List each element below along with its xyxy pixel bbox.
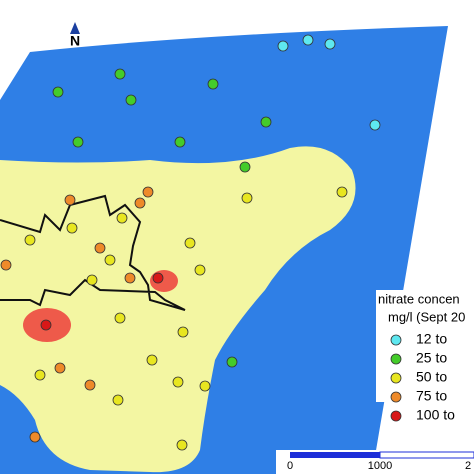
sample-point	[72, 136, 84, 148]
sample-point	[142, 186, 154, 198]
scale-label: 1000	[368, 460, 392, 472]
sample-point	[226, 356, 238, 368]
scale-label: 0	[287, 460, 293, 472]
sample-point	[324, 38, 336, 50]
sample-point	[52, 86, 64, 98]
sample-point	[104, 254, 116, 266]
legend-label: 75 to	[416, 388, 447, 404]
sample-point	[86, 274, 98, 286]
north-arrow	[70, 22, 80, 34]
sample-point	[134, 197, 146, 209]
legend-subtitle: mg/l (Sept 20	[388, 309, 465, 324]
sample-point	[241, 192, 253, 204]
sample-point	[124, 272, 136, 284]
scale-bar	[379, 451, 474, 459]
sample-point	[302, 34, 314, 46]
scale-bar	[290, 452, 380, 458]
sample-point	[84, 379, 96, 391]
sample-point	[24, 234, 36, 246]
sample-point	[152, 272, 164, 284]
legend-marker	[390, 410, 402, 422]
sample-point	[116, 212, 128, 224]
sample-point	[239, 161, 251, 173]
sample-point	[207, 78, 219, 90]
sample-point	[40, 319, 52, 331]
legend-label: 50 to	[416, 369, 447, 385]
legend-marker	[390, 353, 402, 365]
sample-point	[114, 68, 126, 80]
sample-point	[369, 119, 381, 131]
sample-point	[112, 394, 124, 406]
boundary	[0, 194, 186, 311]
sample-point	[174, 136, 186, 148]
sample-point	[177, 326, 189, 338]
sample-point	[34, 369, 46, 381]
legend-marker	[390, 334, 402, 346]
sample-point	[172, 376, 184, 388]
sample-point	[54, 362, 66, 374]
sample-point	[336, 186, 348, 198]
sample-point	[94, 242, 106, 254]
scale-label: 2	[465, 460, 471, 472]
plume-area	[0, 146, 356, 473]
sample-point	[176, 439, 188, 451]
legend-marker	[390, 391, 402, 403]
sample-point	[146, 354, 158, 366]
legend-label: 100 to	[416, 407, 455, 423]
legend-marker	[390, 372, 402, 384]
sample-point	[260, 116, 272, 128]
sample-point	[0, 259, 12, 271]
sample-point	[194, 264, 206, 276]
sample-point	[184, 237, 196, 249]
sample-point	[125, 94, 137, 106]
legend-label: 12 to	[416, 331, 447, 347]
sample-point	[29, 431, 41, 443]
legend-label: 25 to	[416, 350, 447, 366]
legend-title: nitrate concen	[378, 291, 460, 306]
north-label: N	[70, 33, 80, 49]
sample-point	[199, 380, 211, 392]
sample-point	[114, 312, 126, 324]
sample-point	[277, 40, 289, 52]
sample-point	[64, 194, 76, 206]
legend-box	[376, 290, 474, 402]
sample-point	[66, 222, 78, 234]
